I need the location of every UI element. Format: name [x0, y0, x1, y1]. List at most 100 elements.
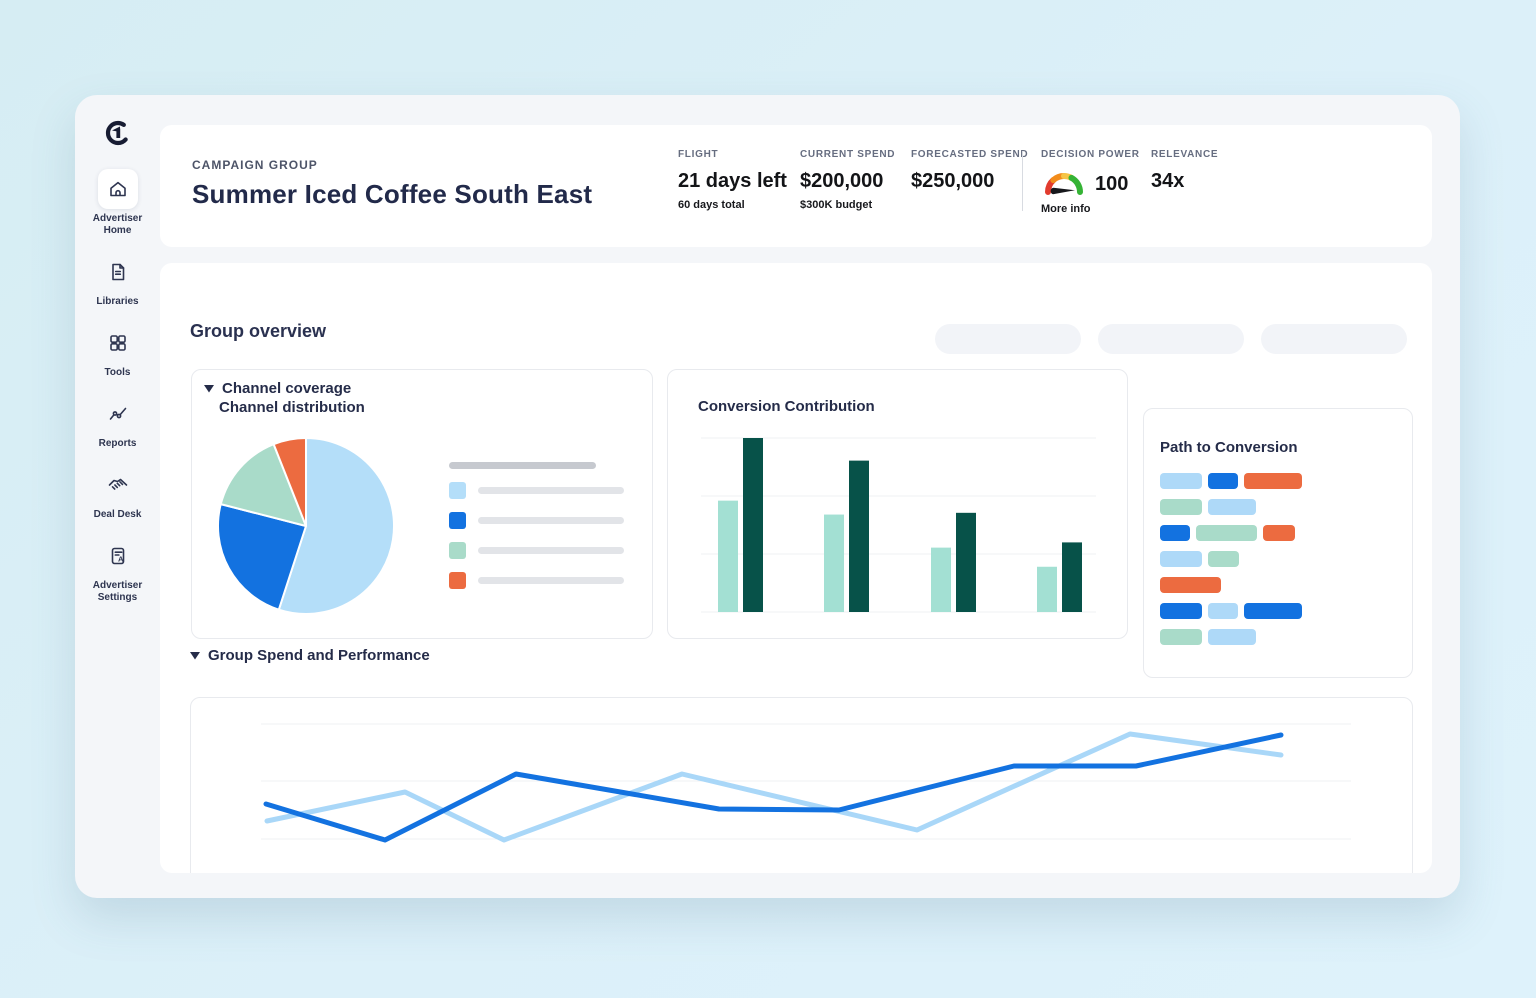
bar-light	[824, 514, 844, 612]
channel-coverage-card: Channel coverage Channel distribution	[191, 369, 653, 639]
stat-current-spend: CURRENT SPEND $200,000 $300K budget	[800, 149, 896, 211]
svg-text:A: A	[118, 554, 124, 563]
app-window: Advertiser Home Libraries	[75, 95, 1460, 898]
path-to-conversion-title: Path to Conversion	[1160, 439, 1298, 456]
spend-performance-line-chart	[261, 723, 1351, 843]
pie-slice	[219, 443, 307, 527]
legend-row	[449, 542, 625, 559]
path-row	[1160, 525, 1302, 541]
path-segment	[1208, 603, 1238, 619]
main-area: CAMPAIGN GROUP Summer Iced Coffee South …	[160, 125, 1432, 873]
legend-swatch	[449, 482, 466, 499]
path-segment	[1244, 603, 1302, 619]
legend-label-placeholder	[478, 517, 624, 524]
toolbar-skeleton-pills	[935, 324, 1407, 354]
legend-label-placeholder	[478, 487, 624, 494]
pie-chart-title: Channel distribution	[219, 399, 365, 416]
skeleton-pill-button[interactable]	[1098, 324, 1244, 354]
sidebar-item-label: Tools	[104, 367, 131, 378]
sidebar-item-label: Libraries	[96, 296, 139, 307]
spend-performance-chart-card	[190, 697, 1413, 873]
more-info-link[interactable]: More info	[1041, 203, 1091, 215]
path-to-conversion-card: Path to Conversion	[1143, 408, 1413, 678]
legend-swatch	[449, 542, 466, 559]
path-segment	[1208, 499, 1256, 515]
conversion-contribution-card: Conversion Contribution	[667, 369, 1128, 639]
path-row	[1160, 603, 1302, 619]
page-title: Summer Iced Coffee South East	[192, 179, 593, 209]
sidebar-item-label: Deal Desk	[93, 509, 142, 520]
path-segment	[1196, 525, 1257, 541]
sidebar-item-reports[interactable]: Reports	[98, 394, 138, 450]
stat-relevance: RELEVANCE 34x	[1151, 149, 1219, 192]
chevron-down-icon	[204, 384, 214, 392]
legend-label-placeholder	[478, 547, 624, 554]
sidebar-item-libraries[interactable]: Libraries	[96, 252, 139, 308]
bar-dark	[1062, 542, 1082, 612]
group-overview-card: Group overview Channel coverage Channel …	[160, 263, 1432, 873]
group-overview-title: Group overview	[190, 321, 327, 341]
section-group-spend[interactable]: Group Spend and Performance	[190, 647, 430, 664]
pie-slice	[272, 437, 307, 527]
conversion-contribution-bar-chart	[701, 437, 1096, 613]
pie-legend-skeleton	[449, 462, 625, 589]
sidebar-nav: Advertiser Home Libraries	[82, 169, 154, 604]
path-segment	[1263, 525, 1295, 541]
path-to-conversion-rows	[1160, 473, 1302, 645]
gauge-icon	[1041, 168, 1087, 200]
bar-light	[931, 547, 951, 612]
path-row	[1160, 473, 1302, 489]
line-series-dark	[263, 732, 1284, 843]
grid-icon	[98, 323, 138, 363]
campaign-stats: FLIGHT 21 days left 60 days total CURREN…	[678, 149, 1218, 215]
path-segment	[1160, 577, 1221, 593]
stats-divider	[1022, 151, 1023, 211]
path-segment	[1160, 525, 1190, 541]
sidebar-item-advertiser-settings[interactable]: A Advertiser Settings	[82, 536, 154, 604]
sidebar-item-label: Reports	[98, 438, 137, 449]
path-segment	[1160, 629, 1202, 645]
sidebar-item-label: Advertiser Settings	[92, 580, 143, 603]
section-channel-coverage[interactable]: Channel coverage	[204, 380, 351, 397]
sidebar-item-deal-desk[interactable]: Deal Desk	[93, 465, 142, 521]
settings-doc-icon: A	[98, 536, 138, 576]
path-segment	[1208, 551, 1239, 567]
pie-slice	[277, 437, 395, 615]
channel-distribution-pie-chart	[206, 426, 406, 626]
path-segment	[1160, 551, 1202, 567]
sidebar-item-label: Advertiser Home	[92, 213, 143, 236]
campaign-group-eyebrow: CAMPAIGN GROUP	[192, 158, 318, 172]
path-segment	[1244, 473, 1302, 489]
bar-light	[1037, 566, 1057, 612]
sidebar-item-tools[interactable]: Tools	[98, 323, 138, 379]
app-logo-icon[interactable]	[104, 119, 132, 147]
sidebar: Advertiser Home Libraries	[75, 95, 160, 898]
path-segment	[1160, 473, 1202, 489]
stat-forecasted-spend: FORECASTED SPEND $250,000	[911, 149, 1029, 192]
pie-slice	[217, 503, 307, 611]
bar-light	[718, 500, 738, 612]
legend-row	[449, 572, 625, 589]
document-icon	[98, 252, 138, 292]
skeleton-pill-button[interactable]	[1261, 324, 1407, 354]
legend-swatch	[449, 572, 466, 589]
chart-icon	[98, 394, 138, 434]
bar-chart-title: Conversion Contribution	[698, 398, 875, 415]
bar-dark	[956, 512, 976, 612]
path-row	[1160, 577, 1302, 593]
line-series-light	[264, 731, 1284, 843]
bar-dark	[849, 460, 869, 612]
skeleton-pill-button[interactable]	[935, 324, 1081, 354]
path-row	[1160, 551, 1302, 567]
path-segment	[1208, 473, 1238, 489]
path-segment	[1160, 499, 1202, 515]
stat-decision-power: DECISION POWER	[1041, 149, 1151, 215]
legend-label-placeholder	[478, 577, 624, 584]
campaign-header-card: CAMPAIGN GROUP Summer Iced Coffee South …	[160, 125, 1432, 247]
home-icon	[97, 169, 138, 209]
sidebar-item-advertiser-home[interactable]: Advertiser Home	[82, 169, 154, 237]
handshake-icon	[98, 465, 138, 505]
legend-title-placeholder	[449, 462, 596, 469]
path-segment	[1160, 603, 1202, 619]
stat-flight: FLIGHT 21 days left 60 days total	[678, 149, 787, 211]
